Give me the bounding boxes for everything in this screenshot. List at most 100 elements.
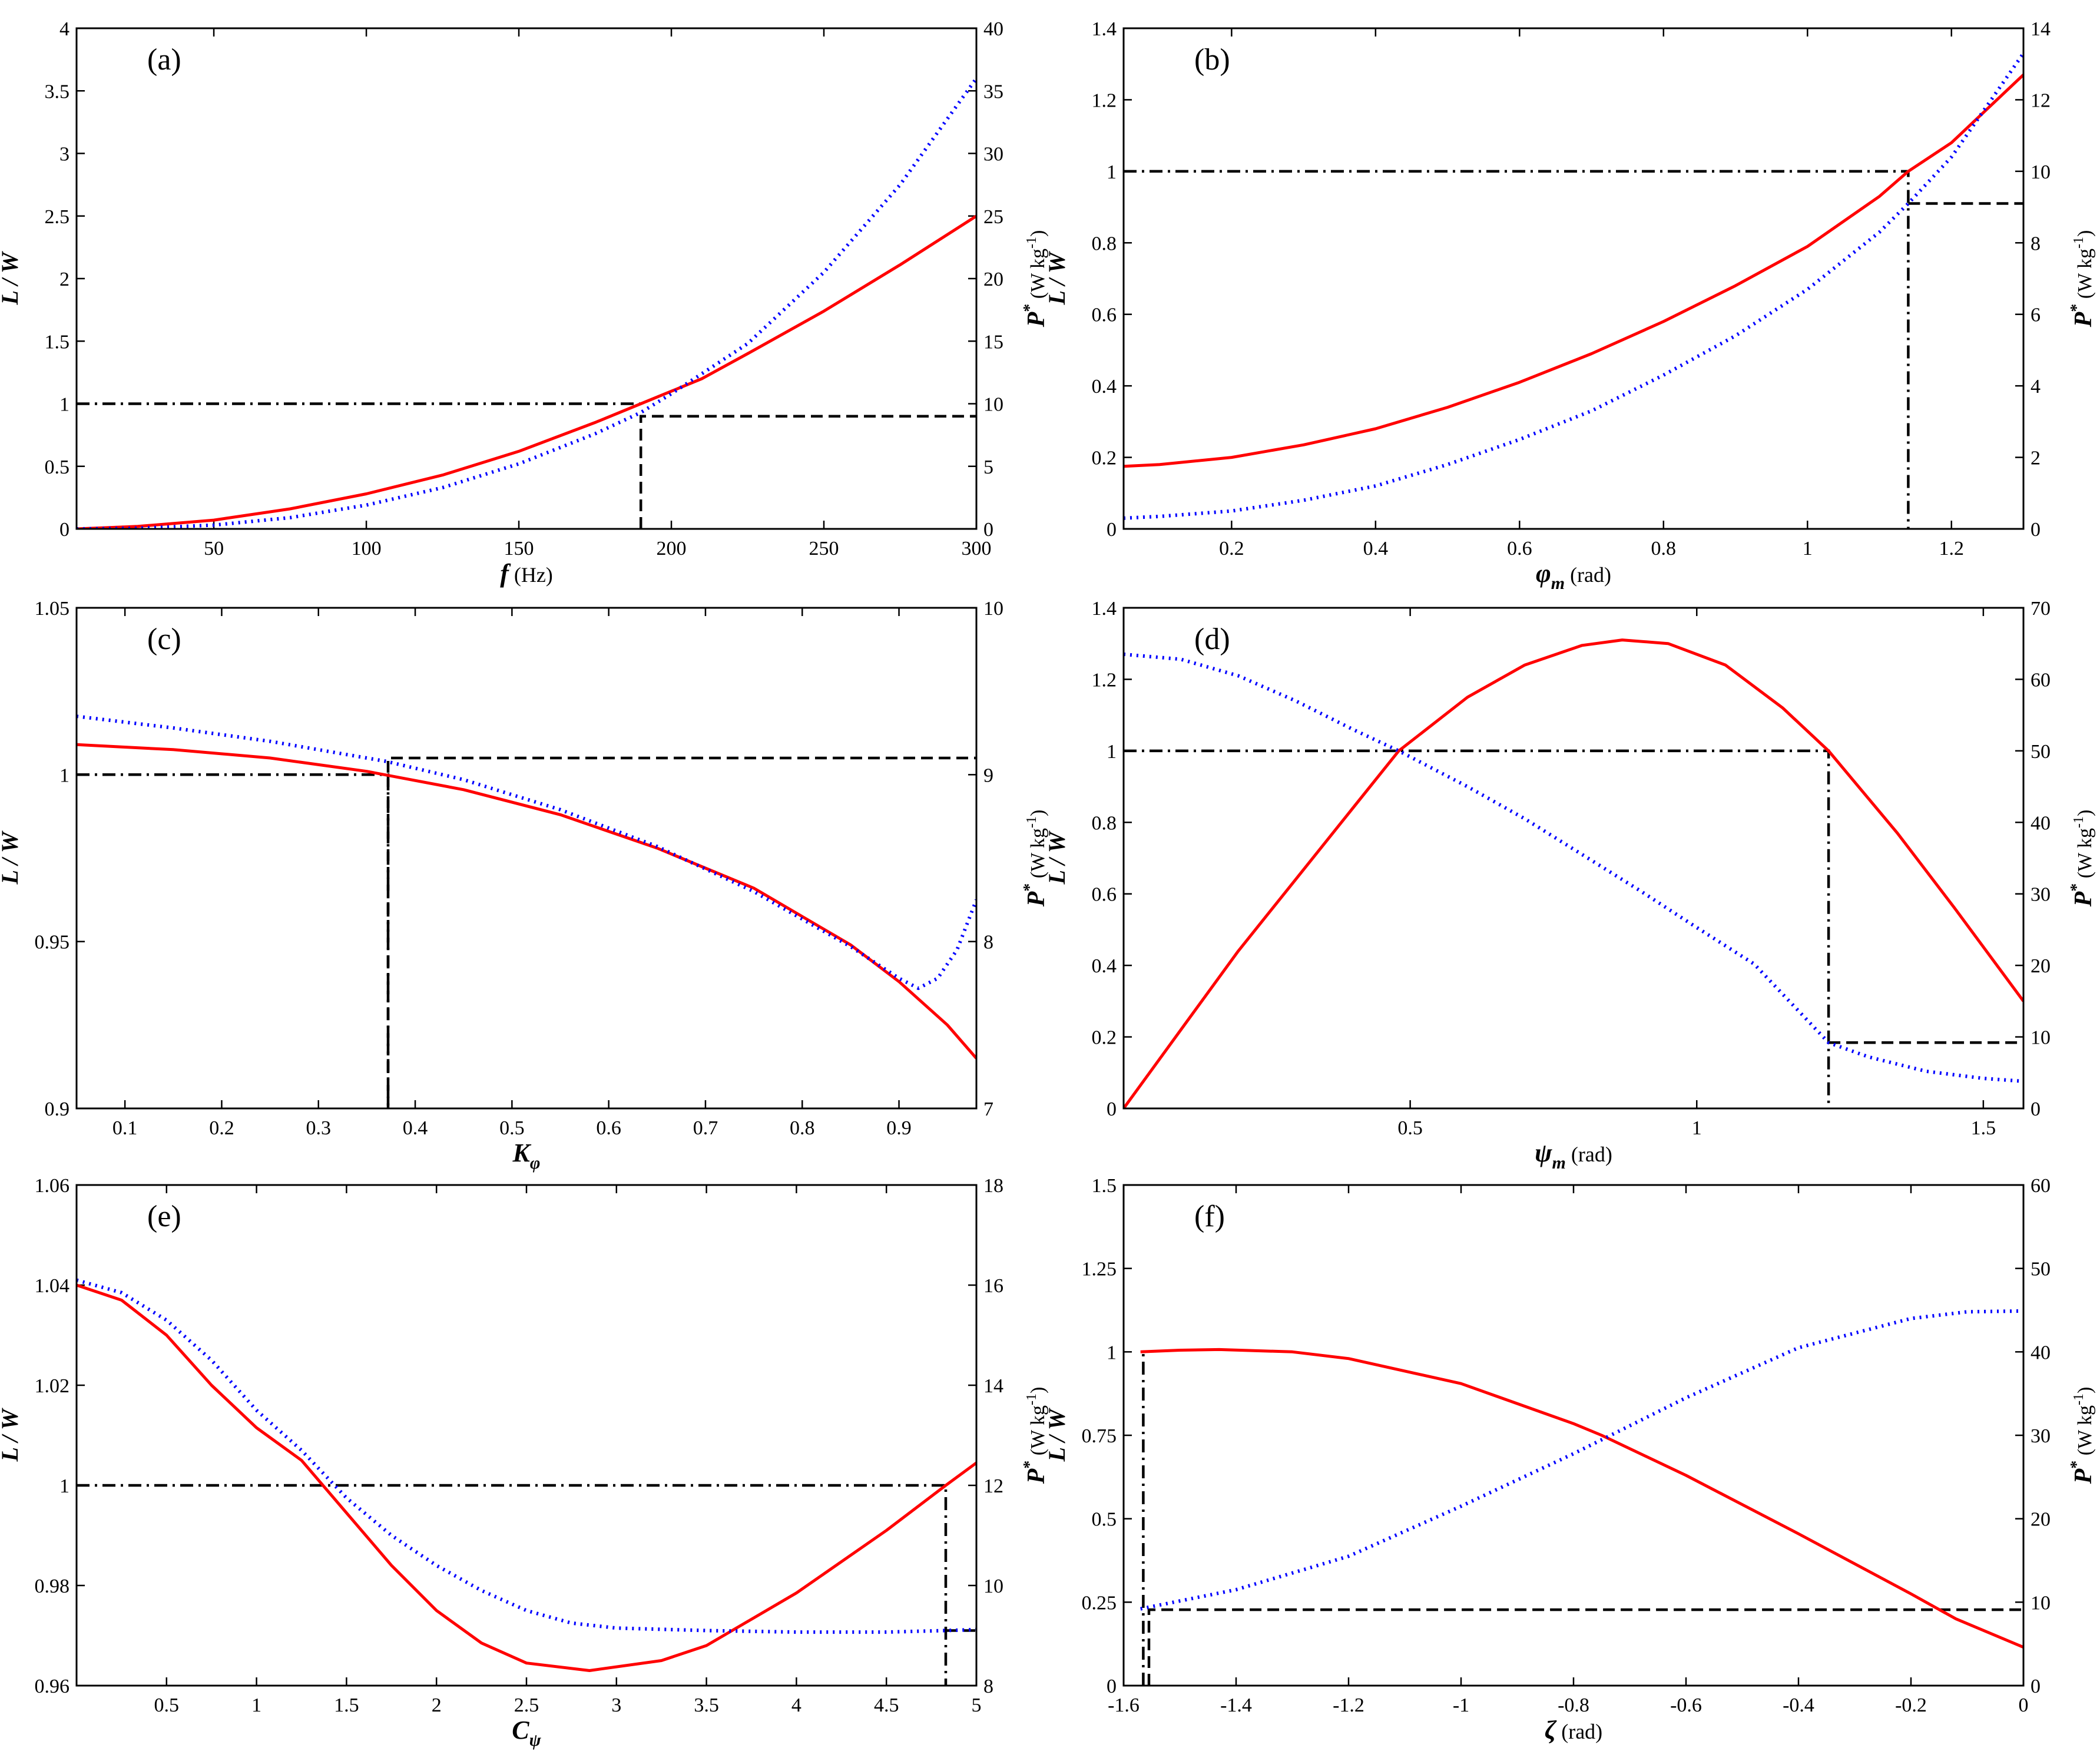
panel-c-y-right-tick-label: 10 bbox=[983, 598, 1003, 620]
panel-e-x-axis-label: Cψ bbox=[512, 1716, 541, 1750]
panel-d-reference-line bbox=[1124, 751, 1829, 1108]
panel-b-x-tick-label: 1 bbox=[1803, 538, 1813, 560]
panel-a-y-right-tick-label: 10 bbox=[983, 394, 1003, 416]
panel-e-x-tick-label: 3.5 bbox=[694, 1694, 719, 1716]
panel-a-x-axis-label: f (Hz) bbox=[500, 559, 553, 588]
panel-d-x-tick-label: 1.5 bbox=[1971, 1117, 1996, 1139]
panel-d-frame bbox=[1124, 608, 2023, 1108]
panel-c-y-left-tick-label: 0.9 bbox=[45, 1098, 70, 1120]
panel-a-x-tick-label: 200 bbox=[657, 538, 687, 560]
panel-c-y-left-tick-label: 0.95 bbox=[35, 932, 70, 954]
panel-f-x-tick-label: -1.4 bbox=[1220, 1694, 1252, 1716]
panel-f-y-right-tick-label: 60 bbox=[2031, 1175, 2051, 1197]
panel-d-y-right-tick-label: 0 bbox=[2031, 1098, 2041, 1120]
panel-b-y-left-tick-label: 1 bbox=[1107, 161, 1117, 183]
panel-d-power-line bbox=[1124, 654, 2023, 1081]
panel-b-y-left-tick-label: 1.2 bbox=[1092, 90, 1117, 111]
panel-a-plot-area bbox=[77, 78, 976, 529]
panel-f-x-tick-label: 0 bbox=[2019, 1694, 2029, 1716]
panel-b-y-right-tick-label: 6 bbox=[2031, 304, 2041, 326]
panel-b-y-right-tick-label: 4 bbox=[2031, 376, 2041, 398]
panel-b-y-right-tick-label: 10 bbox=[2031, 161, 2051, 183]
panel-f-y-right-tick-label: 10 bbox=[2031, 1592, 2051, 1614]
panel-b-y-left-tick-label: 0.8 bbox=[1092, 233, 1117, 254]
panel-d-y-right-tick-label: 10 bbox=[2031, 1027, 2051, 1049]
panel-f-x-tick-label: -0.4 bbox=[1783, 1694, 1814, 1716]
panel-a-y-left-label: L / W bbox=[0, 251, 23, 305]
panel-b-power-line bbox=[1124, 54, 2023, 518]
panel-b-y-right-tick-label: 0 bbox=[2031, 519, 2041, 541]
panel-c-x-tick-label: 0.8 bbox=[790, 1117, 815, 1139]
panel-f-x-tick-label: -0.8 bbox=[1558, 1694, 1589, 1716]
panel-c-y-left-label: L / W bbox=[0, 830, 23, 885]
panel-f-x-tick-label: -1.2 bbox=[1333, 1694, 1364, 1716]
panel-a-y-left-tick-label: 0.5 bbox=[45, 456, 70, 478]
panel-e-y-right-tick-label: 8 bbox=[983, 1676, 993, 1697]
panel-b-y-right-label: P* (W kg-1) bbox=[2068, 230, 2097, 328]
panel-f-y-left-label: L / W bbox=[1044, 1408, 1070, 1462]
panel-e-y-left-tick-label: 1.06 bbox=[35, 1175, 70, 1197]
panel-d-y-left-tick-label: 0.4 bbox=[1092, 955, 1117, 977]
panel-f-x-tick-label: -1.6 bbox=[1108, 1694, 1140, 1716]
panel-d-y-left-tick-label: 1 bbox=[1107, 741, 1117, 763]
panel-f-lw-line bbox=[1141, 1349, 2023, 1647]
panel-c-x-tick-label: 0.7 bbox=[693, 1117, 718, 1139]
panel-f-x-axis-label: ζ (rad) bbox=[1545, 1716, 1602, 1745]
panel-d: 0.5 1 1.500.20.40.60.811.21.40102030405060… bbox=[1044, 598, 2097, 1173]
panel-d-y-right-label: P* (W kg-1) bbox=[2068, 810, 2097, 908]
panel-e-y-right-tick-label: 12 bbox=[983, 1475, 1003, 1497]
panel-b-y-left-label: L / W bbox=[1044, 251, 1070, 305]
panel-c-x-axis-label: Kφ bbox=[512, 1138, 541, 1173]
panel-a-y-right-tick-label: 25 bbox=[983, 206, 1003, 228]
panel-b-x-tick-label: 0.4 bbox=[1363, 538, 1389, 560]
panel-e-label: (e) bbox=[147, 1200, 181, 1233]
panel-c-x-tick-label: 0.3 bbox=[306, 1117, 332, 1139]
panel-f-plot-area bbox=[1141, 1311, 2023, 1686]
panel-c-y-left-tick-label: 1.05 bbox=[35, 598, 70, 620]
panel-b: 0.2 0.4 0.6 0.8 1 1.2 0 0.2 0.4 0.6 0.8 1 1.2 1.4 0 2 4 6… bbox=[1044, 18, 2097, 593]
panel-b-y-right-tick-label: 8 bbox=[2031, 233, 2041, 254]
panel-c-y-right-tick-label: 7 bbox=[983, 1098, 993, 1120]
panel-f-reference-line bbox=[1149, 1610, 2023, 1686]
panel-e-y-left-label: L / W bbox=[0, 1408, 23, 1462]
panel-d-x-tick-label: 0.5 bbox=[1397, 1117, 1423, 1139]
panel-d-y-right-tick-label: 20 bbox=[2031, 955, 2051, 977]
panel-c-frame bbox=[77, 608, 976, 1108]
panel-e-y-right-tick-label: 18 bbox=[983, 1175, 1003, 1197]
panel-b-y-left-tick-label: 0.2 bbox=[1092, 448, 1117, 469]
panel-a-label: (a) bbox=[147, 43, 181, 77]
panel-d-label: (d) bbox=[1194, 623, 1230, 656]
panel-a-x-tick-label: 50 bbox=[204, 538, 224, 560]
panel-c: 0.1 0.2 0.3 0.4 0.5 0.6 0.7 0.8 0.90.90.9511.057… bbox=[0, 598, 1050, 1173]
panel-b-x-tick-label: 0.6 bbox=[1507, 538, 1532, 560]
panel-e-x-tick-label: 1 bbox=[251, 1694, 261, 1716]
panel-d-y-left-tick-label: 0.2 bbox=[1092, 1027, 1117, 1049]
panel-a-y-left-tick-label: 2.5 bbox=[45, 206, 70, 228]
panel-b-plot-area bbox=[1124, 54, 2023, 529]
panel-c-reference-line bbox=[77, 774, 388, 1108]
panel-e-lw-line bbox=[77, 1285, 976, 1671]
panel-a-lw-line bbox=[77, 216, 976, 529]
panel-a-y-right-tick-label: 35 bbox=[983, 81, 1003, 102]
panel-a-x-tick-label: 150 bbox=[504, 538, 534, 560]
panel-d-x-tick-label: 1 bbox=[1692, 1117, 1702, 1139]
panel-a-y-right-tick-label: 0 bbox=[983, 519, 993, 541]
panel-e-plot-area bbox=[77, 1280, 976, 1686]
panel-e-y-right-tick-label: 16 bbox=[983, 1275, 1003, 1297]
panel-e-y-left-tick-label: 0.98 bbox=[35, 1575, 70, 1597]
panel-d-y-right-tick-label: 50 bbox=[2031, 741, 2051, 763]
panel-c-lw-line bbox=[77, 744, 976, 1058]
panel-b-y-right-tick-label: 2 bbox=[2031, 448, 2041, 469]
panel-b-x-tick-label: 0.8 bbox=[1651, 538, 1677, 560]
panel-b-reference-line bbox=[1124, 171, 1908, 529]
panel-e-x-tick-label: 1.5 bbox=[334, 1694, 359, 1716]
panel-f-x-tick-label: -0.6 bbox=[1670, 1694, 1702, 1716]
panel-e-y-left-tick-label: 1.02 bbox=[35, 1375, 70, 1397]
panel-b-y-right-tick-label: 12 bbox=[2031, 90, 2051, 111]
panel-b-x-axis-label: φm (rad) bbox=[1536, 559, 1611, 593]
panel-f-y-left-tick-label: 0.75 bbox=[1082, 1425, 1117, 1447]
panel-e-x-tick-label: 3 bbox=[611, 1694, 621, 1716]
panel-b-x-tick-label: 0.2 bbox=[1219, 538, 1244, 560]
panel-c-y-left-tick-label: 1 bbox=[59, 764, 69, 786]
panel-a-y-right-tick-label: 20 bbox=[983, 269, 1003, 290]
